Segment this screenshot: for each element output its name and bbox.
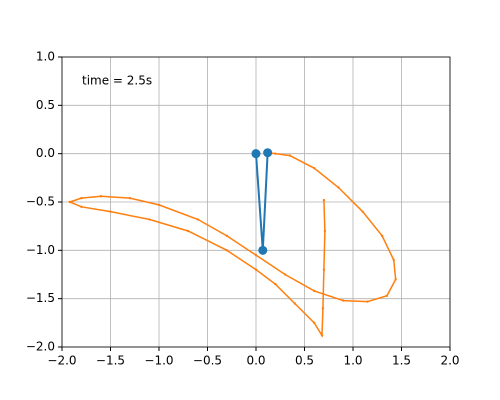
trace-line bbox=[67, 151, 397, 338]
annotation: time = 2.5s bbox=[82, 74, 152, 88]
y-tick-label: 1.0 bbox=[36, 50, 55, 64]
marker bbox=[380, 234, 384, 238]
y-tick-label: −0.5 bbox=[26, 195, 55, 209]
marker bbox=[148, 218, 151, 221]
x-tick-label: 1.0 bbox=[343, 354, 362, 368]
x-tick-label: −0.5 bbox=[193, 354, 222, 368]
x-tick-label: −2.0 bbox=[47, 354, 76, 368]
marker bbox=[392, 258, 395, 262]
marker bbox=[321, 307, 325, 310]
y-tick-label: −2.0 bbox=[26, 340, 55, 354]
marker bbox=[323, 229, 327, 233]
x-tick-label: −1.5 bbox=[96, 354, 125, 368]
y-tick-label: −1.5 bbox=[26, 291, 55, 305]
marker bbox=[196, 218, 199, 221]
marker bbox=[366, 300, 369, 303]
axes-frame bbox=[61, 56, 451, 348]
marker bbox=[68, 200, 71, 204]
x-tick-label: 2.0 bbox=[440, 354, 459, 368]
marker bbox=[385, 294, 389, 297]
marker bbox=[186, 229, 190, 233]
marker bbox=[313, 289, 316, 293]
marker bbox=[258, 245, 268, 255]
marker bbox=[263, 148, 273, 158]
x-tick-label: −1.0 bbox=[144, 354, 173, 368]
marker bbox=[225, 234, 229, 238]
trace-line bbox=[255, 152, 269, 251]
marker bbox=[361, 210, 364, 213]
marker bbox=[99, 195, 103, 198]
marker bbox=[322, 268, 326, 271]
marker bbox=[394, 278, 397, 281]
marker bbox=[313, 321, 316, 325]
marker bbox=[342, 299, 345, 302]
marker bbox=[283, 273, 287, 276]
x-tick-label: 0.0 bbox=[246, 354, 265, 368]
x-tick-label: 0.5 bbox=[295, 354, 314, 368]
marker bbox=[254, 268, 258, 271]
marker bbox=[274, 152, 277, 155]
marker bbox=[225, 249, 229, 252]
marker bbox=[254, 253, 258, 257]
marker bbox=[80, 205, 83, 209]
marker bbox=[157, 203, 161, 207]
marker bbox=[128, 196, 132, 200]
marker bbox=[251, 149, 261, 159]
marker bbox=[322, 198, 326, 202]
marker bbox=[293, 302, 296, 305]
marker bbox=[288, 154, 292, 157]
y-tick-label: −1.0 bbox=[26, 243, 55, 257]
x-tick-label: 1.5 bbox=[392, 354, 411, 368]
marker bbox=[320, 334, 324, 337]
marker bbox=[274, 282, 277, 286]
y-tick-label: 0.0 bbox=[36, 146, 55, 160]
marker bbox=[313, 166, 316, 170]
marker bbox=[337, 186, 340, 189]
y-tick-label: 0.5 bbox=[36, 98, 55, 112]
marker bbox=[80, 196, 83, 200]
marker bbox=[109, 210, 112, 213]
